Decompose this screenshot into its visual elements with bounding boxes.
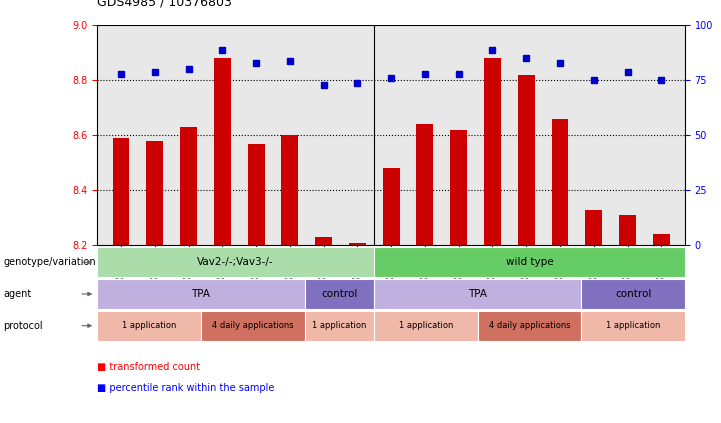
- Bar: [619, 215, 636, 245]
- Text: ■ percentile rank within the sample: ■ percentile rank within the sample: [97, 383, 275, 393]
- Bar: [417, 124, 433, 245]
- Bar: [450, 130, 467, 245]
- Text: control: control: [615, 289, 651, 299]
- Bar: [383, 168, 399, 245]
- Text: agent: agent: [4, 289, 32, 299]
- Text: 4 daily applications: 4 daily applications: [489, 321, 570, 330]
- Bar: [214, 58, 231, 245]
- Text: Vav2-/-;Vav3-/-: Vav2-/-;Vav3-/-: [198, 257, 274, 267]
- Bar: [146, 141, 163, 245]
- Text: control: control: [321, 289, 358, 299]
- Bar: [281, 135, 298, 245]
- Bar: [112, 138, 129, 245]
- Text: protocol: protocol: [4, 321, 43, 331]
- Text: 1 application: 1 application: [606, 321, 660, 330]
- Text: wild type: wild type: [505, 257, 553, 267]
- Text: 4 daily applications: 4 daily applications: [212, 321, 293, 330]
- Text: TPA: TPA: [468, 289, 487, 299]
- Bar: [484, 58, 501, 245]
- Bar: [180, 127, 197, 245]
- Text: 1 application: 1 application: [122, 321, 177, 330]
- Text: ■ transformed count: ■ transformed count: [97, 362, 200, 372]
- Text: genotype/variation: genotype/variation: [4, 257, 96, 267]
- Bar: [247, 144, 265, 245]
- Text: TPA: TPA: [192, 289, 211, 299]
- Bar: [552, 119, 568, 245]
- Text: 1 application: 1 application: [399, 321, 453, 330]
- Text: GDS4985 / 10376803: GDS4985 / 10376803: [97, 0, 232, 8]
- Bar: [315, 237, 332, 245]
- Bar: [349, 242, 366, 245]
- Bar: [518, 75, 535, 245]
- Bar: [653, 234, 670, 245]
- Text: 1 application: 1 application: [312, 321, 366, 330]
- Bar: [585, 210, 602, 245]
